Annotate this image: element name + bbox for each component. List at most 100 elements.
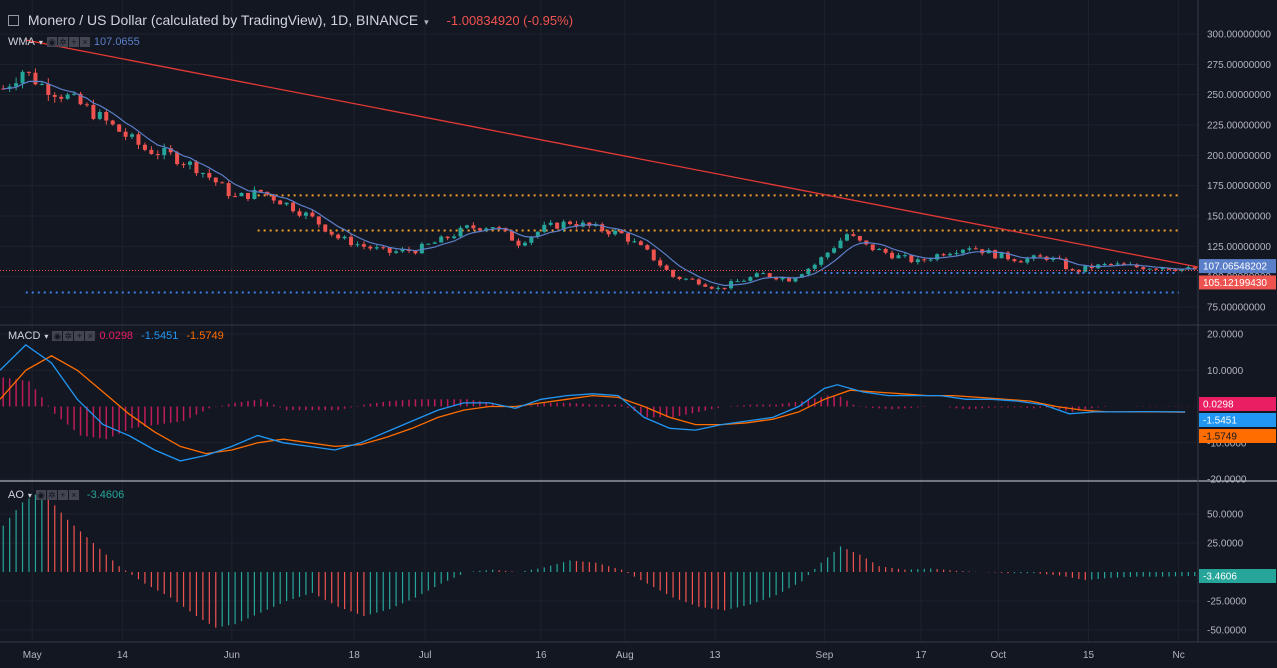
- candle[interactable]: [1115, 263, 1120, 265]
- eye-icon[interactable]: ◉: [46, 37, 57, 47]
- candle[interactable]: [529, 236, 534, 243]
- candle[interactable]: [1076, 269, 1081, 272]
- gear-icon[interactable]: ✲: [46, 490, 57, 500]
- candle[interactable]: [220, 182, 225, 184]
- candle[interactable]: [207, 172, 212, 178]
- candle[interactable]: [716, 287, 721, 289]
- candle[interactable]: [368, 246, 373, 249]
- candle[interactable]: [709, 286, 714, 289]
- close-icon[interactable]: ×: [79, 37, 90, 47]
- candle[interactable]: [799, 274, 804, 278]
- candle[interactable]: [381, 247, 386, 249]
- candle[interactable]: [1179, 268, 1184, 271]
- candle[interactable]: [419, 243, 424, 254]
- candle[interactable]: [625, 233, 630, 242]
- eye-icon[interactable]: ◉: [52, 331, 63, 341]
- candle[interactable]: [1192, 267, 1197, 270]
- candle[interactable]: [909, 255, 914, 263]
- candle[interactable]: [310, 212, 315, 217]
- candle[interactable]: [948, 253, 953, 256]
- candle[interactable]: [91, 104, 96, 119]
- candle[interactable]: [181, 164, 186, 166]
- candle[interactable]: [46, 84, 51, 95]
- candle[interactable]: [142, 144, 147, 150]
- candle[interactable]: [387, 247, 392, 253]
- candle[interactable]: [548, 222, 553, 225]
- candle[interactable]: [832, 248, 837, 253]
- candle[interactable]: [355, 244, 360, 246]
- wma-label[interactable]: WMA: [8, 36, 35, 48]
- macd-line[interactable]: [0, 344, 1186, 462]
- candle[interactable]: [271, 194, 276, 201]
- candle[interactable]: [722, 287, 727, 289]
- chevron-down-icon[interactable]: ▾: [424, 17, 429, 27]
- candle[interactable]: [175, 152, 180, 165]
- candle[interactable]: [110, 120, 115, 125]
- candle[interactable]: [245, 192, 250, 200]
- candle[interactable]: [394, 251, 399, 253]
- candle[interactable]: [555, 222, 560, 229]
- candle[interactable]: [226, 183, 231, 197]
- candle[interactable]: [1012, 259, 1017, 262]
- candle[interactable]: [432, 242, 437, 244]
- candle[interactable]: [812, 264, 817, 269]
- candle[interactable]: [84, 104, 89, 106]
- candle[interactable]: [162, 148, 167, 156]
- candle[interactable]: [613, 230, 618, 235]
- candle[interactable]: [52, 94, 57, 97]
- candle[interactable]: [490, 227, 495, 229]
- candle[interactable]: [1031, 255, 1036, 259]
- candle[interactable]: [690, 278, 695, 280]
- candle[interactable]: [1038, 255, 1043, 257]
- candle[interactable]: [1018, 261, 1023, 263]
- candle[interactable]: [638, 241, 643, 246]
- chevron-down-icon[interactable]: ▾: [27, 490, 32, 500]
- candle[interactable]: [1154, 268, 1159, 270]
- candle[interactable]: [33, 72, 38, 85]
- candle[interactable]: [915, 259, 920, 263]
- candle[interactable]: [1141, 267, 1146, 270]
- candle[interactable]: [1070, 269, 1075, 271]
- candle[interactable]: [233, 196, 238, 198]
- candle[interactable]: [284, 202, 289, 205]
- candle[interactable]: [452, 236, 457, 239]
- candle[interactable]: [645, 245, 650, 250]
- wma-line[interactable]: [3, 80, 1195, 287]
- candle[interactable]: [967, 248, 972, 250]
- candle[interactable]: [445, 236, 450, 239]
- plus-icon[interactable]: +: [68, 37, 79, 47]
- candle[interactable]: [14, 83, 19, 87]
- gear-icon[interactable]: ✲: [63, 331, 74, 341]
- candle[interactable]: [400, 249, 405, 252]
- collapse-icon[interactable]: [8, 14, 19, 26]
- candle[interactable]: [426, 243, 431, 245]
- candle[interactable]: [213, 177, 218, 183]
- candle[interactable]: [155, 154, 160, 156]
- candle[interactable]: [1186, 267, 1191, 269]
- candle[interactable]: [1167, 268, 1172, 270]
- candle[interactable]: [188, 161, 193, 165]
- candle[interactable]: [1160, 268, 1165, 270]
- candle[interactable]: [130, 134, 135, 137]
- candle[interactable]: [497, 227, 502, 229]
- candle[interactable]: [600, 224, 605, 232]
- candle[interactable]: [316, 216, 321, 225]
- candle[interactable]: [806, 268, 811, 275]
- candle[interactable]: [1102, 263, 1107, 265]
- plus-icon[interactable]: +: [57, 490, 68, 500]
- candle[interactable]: [819, 257, 824, 265]
- candle[interactable]: [606, 231, 611, 235]
- candle[interactable]: [297, 211, 302, 216]
- candle[interactable]: [780, 277, 785, 280]
- candle[interactable]: [26, 71, 31, 73]
- eye-icon[interactable]: ◉: [35, 490, 46, 500]
- close-icon[interactable]: ×: [68, 490, 79, 500]
- candle[interactable]: [941, 254, 946, 256]
- candle[interactable]: [671, 269, 676, 277]
- candle[interactable]: [902, 255, 907, 257]
- candle[interactable]: [97, 112, 102, 119]
- close-icon[interactable]: ×: [85, 331, 96, 341]
- candle[interactable]: [7, 86, 12, 89]
- candle[interactable]: [1134, 264, 1139, 268]
